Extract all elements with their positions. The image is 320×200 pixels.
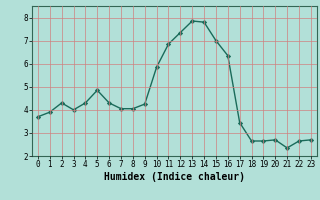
X-axis label: Humidex (Indice chaleur): Humidex (Indice chaleur) [104, 172, 245, 182]
